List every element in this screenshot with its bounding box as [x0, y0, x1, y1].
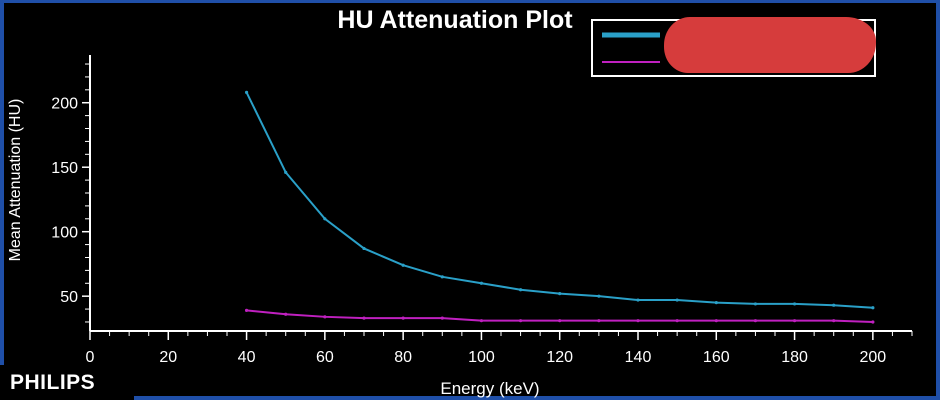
- series-1-point: [832, 303, 836, 307]
- x-tick-label: 160: [703, 349, 730, 366]
- chart-title: HU Attenuation Plot: [337, 6, 573, 34]
- series-2-point: [440, 316, 444, 320]
- series-1-point: [479, 281, 484, 285]
- series-2-point: [401, 316, 405, 320]
- series-1-point: [518, 288, 523, 292]
- series-2-point: [636, 319, 640, 323]
- series-1-point: [792, 302, 797, 306]
- x-axis-label: Energy (keV): [440, 379, 539, 398]
- series-1-point: [753, 302, 758, 306]
- series-1-point: [558, 291, 562, 296]
- series-1-point: [871, 306, 875, 310]
- series-2-point: [284, 312, 288, 316]
- y-tick-label: 50: [60, 289, 78, 306]
- series-2-point: [871, 320, 875, 324]
- x-tick-label: 20: [159, 349, 177, 366]
- series-2-point: [244, 308, 249, 312]
- series-2-point: [792, 319, 797, 323]
- series-1-point: [362, 246, 366, 251]
- x-tick-label: 60: [316, 349, 334, 366]
- series-1-point: [401, 263, 405, 267]
- series-2-point: [323, 315, 327, 319]
- series-1-point: [597, 294, 601, 298]
- x-tick-label: 180: [781, 349, 808, 366]
- chart-series: [244, 90, 875, 324]
- x-tick-label: 0: [86, 349, 95, 366]
- x-tick-label: 100: [468, 349, 495, 366]
- legend-redaction: [664, 17, 876, 73]
- x-tick-label: 80: [394, 349, 412, 366]
- x-tick-label: 40: [238, 349, 256, 366]
- series-2-point: [558, 319, 562, 323]
- series-1-point: [675, 298, 679, 302]
- x-tick-label: 140: [625, 349, 652, 366]
- series-2-point: [518, 319, 523, 323]
- series-2-point: [597, 319, 601, 323]
- y-tick-label: 200: [51, 96, 78, 113]
- chart-ticks: 0 20 40 60 80 100 120 140 160 180 200 50 100 150 200: [51, 63, 913, 366]
- x-tick-label: 200: [860, 349, 887, 366]
- series-line-1: [245, 91, 873, 309]
- series-1-point: [440, 275, 444, 279]
- y-tick-label: 150: [51, 160, 78, 177]
- y-axis-label: Mean Attenuation (HU): [7, 99, 24, 262]
- series-2-point: [675, 319, 679, 323]
- series-2-point: [832, 319, 836, 323]
- series-1-point: [284, 170, 288, 174]
- series-2-point: [362, 316, 366, 320]
- chart-axes: [89, 55, 912, 332]
- series-2-point: [479, 319, 484, 323]
- series-2-point: [714, 319, 718, 323]
- series-1-point: [323, 217, 327, 221]
- series-1-point: [244, 90, 249, 95]
- philips-logo: PHILIPS: [0, 365, 134, 400]
- series-1-point: [636, 298, 640, 302]
- x-tick-label: 120: [546, 349, 573, 366]
- series-2-point: [753, 319, 758, 323]
- series-1-point: [714, 301, 718, 305]
- y-tick-label: 100: [51, 225, 78, 242]
